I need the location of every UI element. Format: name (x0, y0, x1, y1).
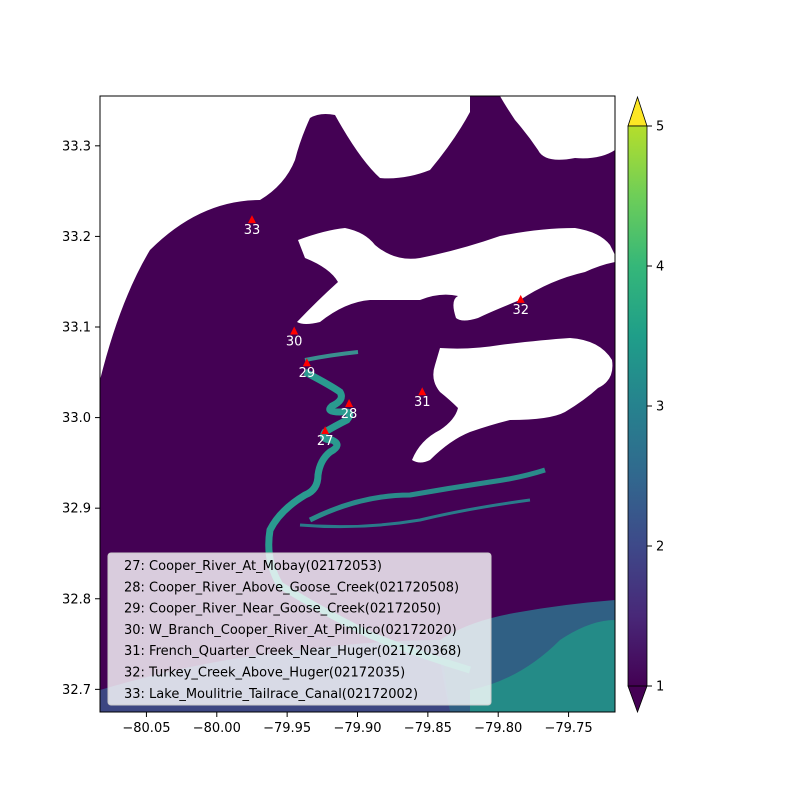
x-tick-label: −80.00 (193, 721, 241, 736)
y-tick-label: 32.8 (62, 592, 91, 607)
no-data-region-nw (100, 96, 470, 380)
x-tick-label: −79.80 (474, 721, 522, 736)
legend-entry: 31: French_Quarter_Creek_Near_Huger(0217… (124, 644, 461, 659)
y-axis-ticks: 32.7 32.8 32.9 33.0 33.1 33.2 33.3 (62, 139, 100, 698)
x-tick-label: −79.90 (333, 721, 381, 736)
station-label-32: 32 (512, 303, 529, 318)
legend-entries: 27: Cooper_River_At_Mobay(02172053) 28: C… (124, 559, 461, 702)
station-marker-33[interactable] (247, 215, 256, 224)
y-tick-label: 33.3 (62, 139, 91, 154)
colorbar-tick-label: 4 (656, 260, 664, 275)
y-tick-label: 32.9 (62, 502, 91, 517)
colorbar-tick-label: 2 (656, 540, 664, 555)
tributary-east (308, 467, 546, 523)
y-tick-label: 33.0 (62, 411, 91, 426)
x-axis-ticks: −80.05 −80.00 −79.95 −79.90 −79.85 −79.80 −79.… (122, 712, 593, 736)
legend-box (107, 552, 492, 706)
legend-entry: 27: Cooper_River_At_Mobay(02172053) (124, 559, 382, 574)
station-marker-29[interactable] (302, 358, 311, 367)
colorbar: 1 2 3 4 5 (627, 95, 664, 714)
x-tick-label: −79.95 (263, 721, 311, 736)
station-label-29: 29 (299, 366, 316, 381)
legend-entry: 28: Cooper_River_Above_Goose_Creek(02172… (124, 580, 459, 595)
legend: 27: Cooper_River_At_Mobay(02172053) 28: C… (107, 552, 492, 706)
x-tick-label: −79.75 (545, 721, 593, 736)
station-marker-30[interactable] (290, 326, 299, 335)
station-label-30: 30 (286, 335, 303, 350)
y-tick-label: 33.2 (62, 230, 91, 245)
station-marker-31[interactable] (418, 387, 427, 396)
station-label-33: 33 (244, 223, 261, 238)
no-data-band-central (297, 228, 615, 324)
legend-entry: 30: W_Branch_Cooper_River_At_Pimlico(021… (124, 623, 457, 638)
no-data-region-ne (500, 96, 615, 160)
legend-entry: 32: Turkey_Creek_Above_Huger(02172035) (124, 666, 405, 681)
deep-region (470, 620, 615, 712)
station-label-28: 28 (341, 407, 358, 422)
station-marker-32[interactable] (516, 294, 525, 303)
station-labels: 27 28 29 30 31 32 33 (244, 223, 529, 449)
colorbar-tick-label: 1 (656, 680, 664, 695)
station-marker-27[interactable] (321, 426, 330, 435)
station-label-27: 27 (317, 434, 334, 449)
station-markers (247, 215, 525, 435)
colorbar-extend-min (627, 685, 648, 714)
colorbar-tick-label: 5 (656, 120, 664, 135)
colorbar-extend-max (627, 95, 648, 127)
station-marker-28[interactable] (345, 399, 354, 407)
tributary-southeast (299, 498, 531, 529)
legend-entry: 29: Cooper_River_Near_Goose_Creek(021720… (124, 602, 441, 617)
station-label-31: 31 (414, 395, 431, 410)
colorbar-tick-label: 3 (656, 400, 664, 415)
no-data-region-east (412, 338, 613, 463)
y-tick-label: 33.1 (62, 321, 91, 336)
river-meander-upper (304, 350, 359, 362)
x-tick-label: −80.05 (122, 721, 170, 736)
colorbar-gradient (628, 126, 647, 686)
colorbar-ticks: 1 2 3 4 5 (647, 120, 664, 695)
legend-entry: 33: Lake_Moulitrie_Tailrace_Canal(021720… (124, 687, 418, 702)
y-tick-label: 32.7 (62, 683, 91, 698)
x-tick-label: −79.85 (404, 721, 452, 736)
